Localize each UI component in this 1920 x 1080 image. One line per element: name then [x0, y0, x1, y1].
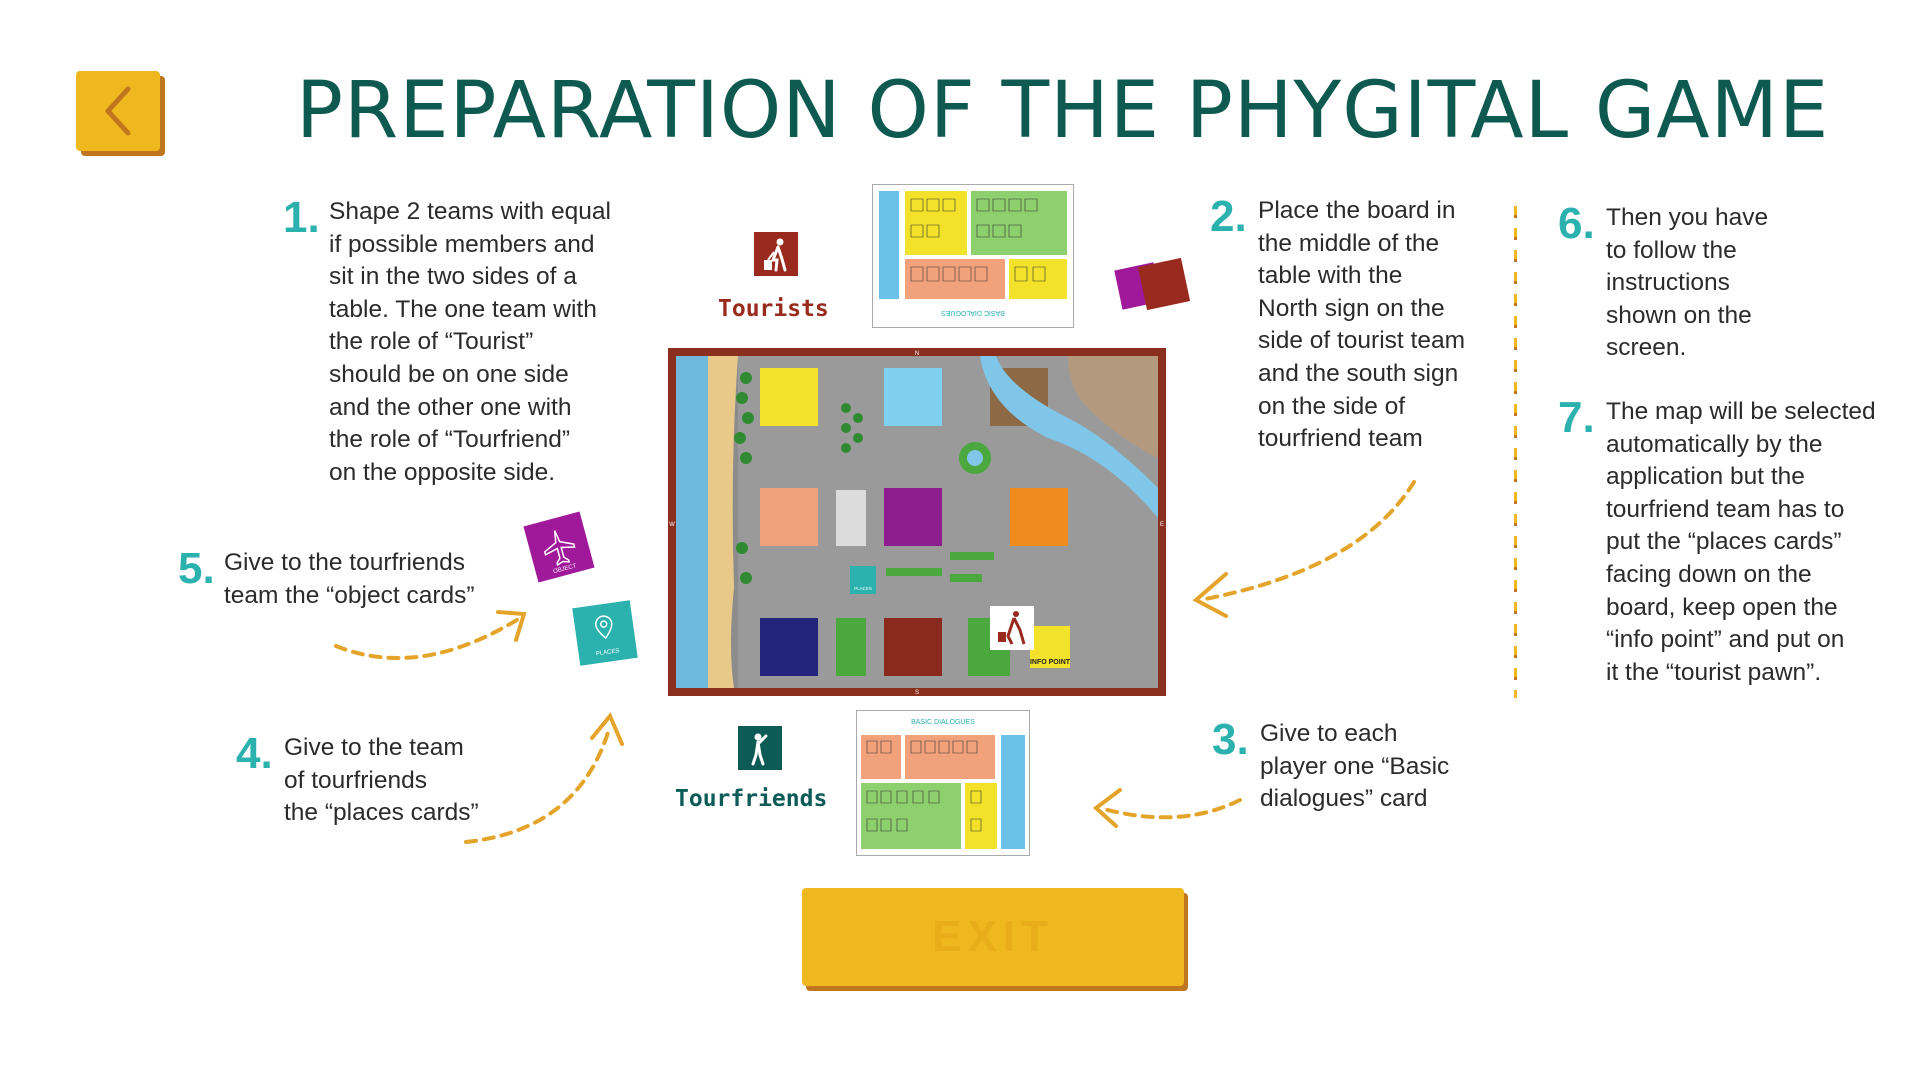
board-info-point: INFO POINT — [1030, 659, 1071, 666]
step-line: the “places cards” — [284, 799, 479, 827]
step-text: Place the board in the middle of the tab… — [1258, 195, 1518, 456]
step-number: 2. — [1210, 192, 1247, 241]
step-line: tourfriend team — [1258, 425, 1423, 453]
step-line: player one “Basic — [1260, 752, 1450, 780]
step-line: automatically by the — [1606, 430, 1823, 458]
step-line: Shape 2 teams with equal — [329, 198, 611, 225]
object-cards-pair — [1114, 257, 1191, 311]
board-north: N — [915, 351, 919, 357]
step-line: the role of “Tourist” — [329, 328, 534, 356]
game-board: INFO POINT PLACES N S W E — [668, 348, 1166, 696]
step-text: Give to the team of tourfriends the “pla… — [284, 732, 534, 830]
step-line: application but the — [1606, 463, 1805, 491]
object-card-purple: OBJECT — [523, 511, 595, 583]
tourfriends-icon — [738, 726, 782, 770]
board-east: E — [1160, 522, 1164, 528]
step-line: Give to each — [1260, 720, 1398, 747]
step-text: Give to each player one “Basic dialogues… — [1260, 718, 1500, 816]
step-line: and the south sign — [1258, 359, 1459, 387]
card-label: PLACES — [596, 648, 620, 657]
divider — [1514, 206, 1517, 698]
step-line: table. The one team with — [329, 295, 597, 323]
step-line: if possible members and — [329, 230, 595, 258]
step-text: Then you have to follow the instructions… — [1606, 202, 1806, 365]
step-line: board, keep open the — [1606, 593, 1838, 621]
step-line: team the “object cards” — [224, 581, 475, 609]
card-label: OBJECT — [553, 563, 578, 575]
step-number: 4. — [236, 729, 273, 778]
board-west: W — [669, 522, 675, 528]
step-line: facing down on the — [1606, 560, 1812, 588]
arrow-step-5 — [334, 616, 522, 660]
basic-dialogues-card-top: BASIC DIALOGUES — [872, 184, 1074, 328]
step-line: put the “places cards” — [1606, 528, 1842, 556]
step-number: 6. — [1558, 199, 1595, 248]
tourists-label: Tourists — [718, 296, 829, 322]
step-line: and the other one with — [329, 393, 572, 421]
page-title: PREPARATION OF THE PHYGITAL GAME — [296, 66, 1830, 156]
step-line: side of tourist team — [1258, 327, 1465, 355]
board-south: S — [915, 690, 919, 696]
step-number: 3. — [1212, 715, 1249, 764]
card-title: BASIC DIALOGUES — [911, 719, 975, 726]
step-line: Then you have — [1606, 204, 1769, 231]
step-line: should be on one side — [329, 360, 569, 388]
board-places-tile: PLACES — [854, 586, 872, 591]
step-line: “info point” and put on — [1606, 626, 1845, 654]
step-line: tourfriend team has to — [1606, 495, 1845, 523]
exit-button[interactable]: EXIT — [802, 888, 1184, 986]
step-line: screen. — [1606, 334, 1687, 362]
step-line: shown on the — [1606, 301, 1752, 329]
step-line: Give to the tourfriends — [224, 549, 466, 576]
step-line: Give to the team — [284, 734, 464, 761]
step-line: instructions — [1606, 269, 1730, 297]
step-text: Shape 2 teams with equal if possible mem… — [329, 196, 669, 489]
step-line: of tourfriends — [284, 766, 427, 794]
step-line: on the opposite side. — [329, 458, 556, 486]
exit-button-label: EXIT — [932, 912, 1054, 961]
tourists-icon — [754, 232, 798, 276]
step-line: The map will be selected — [1606, 398, 1876, 425]
step-line: North sign on the — [1258, 294, 1445, 322]
arrow-step-3 — [1098, 798, 1242, 820]
step-text: The map will be selected automatically b… — [1606, 396, 1916, 689]
step-line: it the “tourist pawn”. — [1606, 658, 1822, 686]
step-line: dialogues” card — [1260, 785, 1428, 813]
step-line: table with the — [1258, 262, 1403, 290]
step-number: 5. — [178, 544, 215, 593]
arrow-step-2 — [1198, 480, 1416, 602]
places-card-teal: PLACES — [572, 600, 638, 666]
step-line: on the side of — [1258, 392, 1406, 420]
chevron-left-icon — [105, 86, 131, 136]
step-number: 1. — [283, 193, 320, 242]
card-title: BASIC DIALOGUES — [941, 309, 1005, 316]
step-number: 7. — [1558, 393, 1595, 442]
tourfriends-label: Tourfriends — [675, 786, 828, 812]
back-button[interactable] — [76, 71, 160, 151]
step-text: Give to the tourfriends team the “object… — [224, 547, 524, 612]
step-line: sit in the two sides of a — [329, 263, 577, 291]
step-line: to follow the — [1606, 236, 1737, 264]
step-line: the role of “Tourfriend” — [329, 426, 571, 454]
step-line: Place the board in — [1258, 197, 1456, 224]
step-line: the middle of the — [1258, 229, 1440, 257]
basic-dialogues-card-bottom: BASIC DIALOGUES — [856, 710, 1030, 856]
